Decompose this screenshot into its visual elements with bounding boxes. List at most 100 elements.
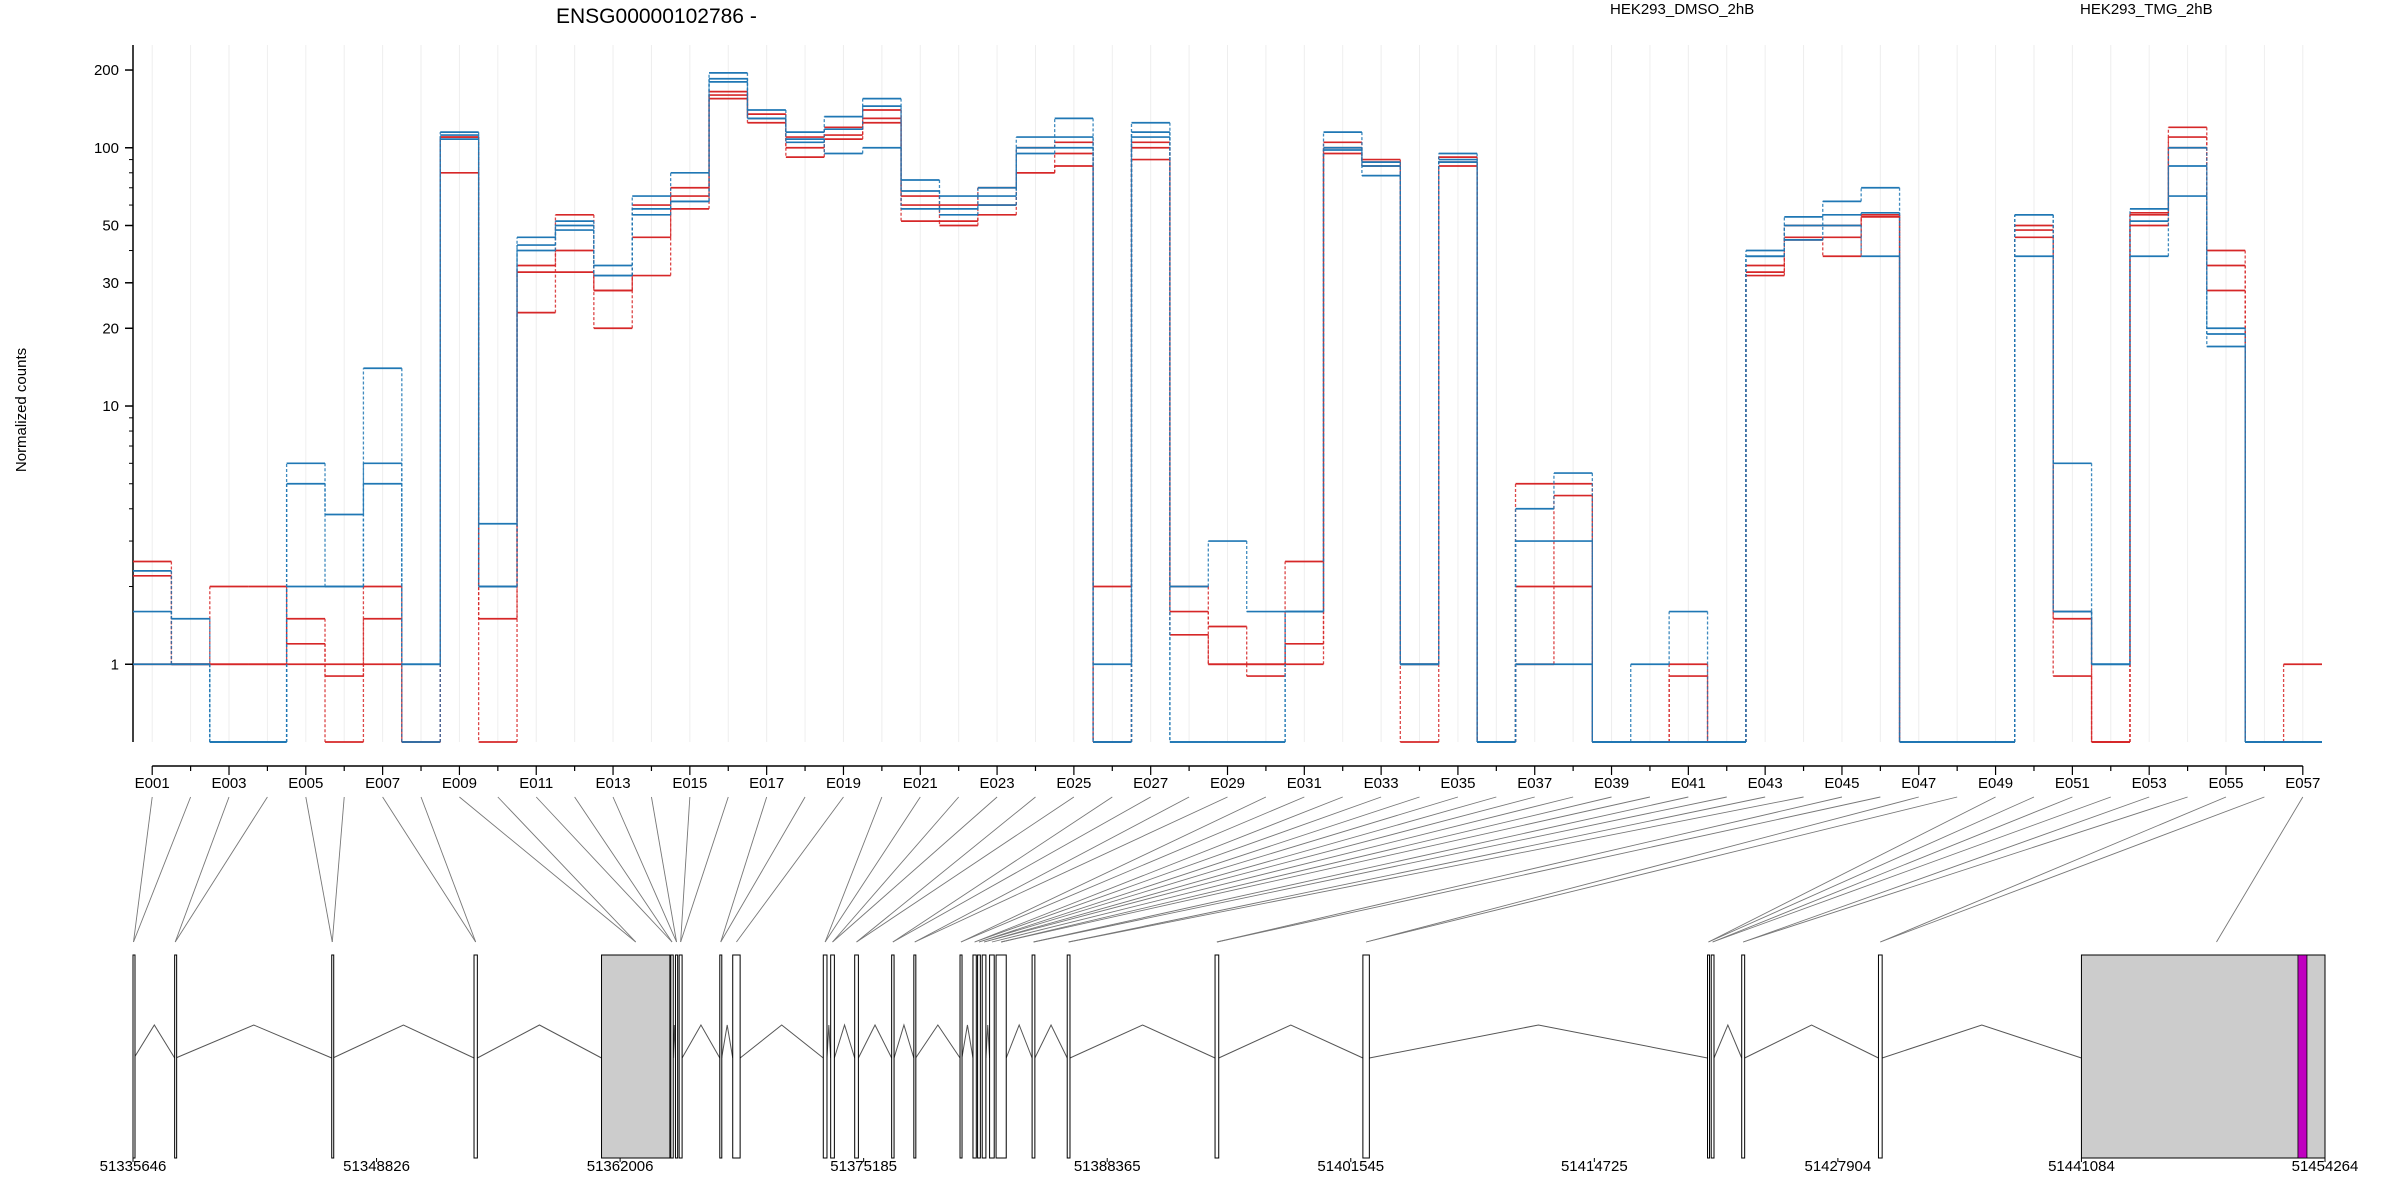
exon-connector bbox=[892, 796, 1151, 943]
exon-connector bbox=[1708, 796, 1996, 943]
exon-box bbox=[132, 954, 136, 1159]
exon-connector bbox=[535, 796, 673, 943]
exon-connector bbox=[1068, 796, 1804, 943]
exon-connector bbox=[574, 796, 673, 943]
exon-connector bbox=[824, 796, 883, 943]
x-tick-label: E043 bbox=[1748, 775, 1783, 792]
x-tick-label: E023 bbox=[980, 775, 1015, 792]
exon-box bbox=[977, 954, 981, 1159]
exon-connector bbox=[497, 796, 637, 943]
y-tick-label: 20 bbox=[102, 320, 119, 337]
exon-box bbox=[891, 954, 895, 1159]
exon-connector bbox=[983, 796, 1535, 943]
y-tick-label: 1 bbox=[111, 656, 119, 673]
exon-connector bbox=[991, 796, 1574, 943]
exon-connector bbox=[736, 796, 844, 943]
x-tick-label: E045 bbox=[1824, 775, 1859, 792]
intron-line bbox=[857, 1023, 893, 1059]
intron-line bbox=[721, 1024, 734, 1059]
x-tick-label: E037 bbox=[1517, 775, 1552, 792]
exon-connectors bbox=[133, 796, 2304, 943]
intron-line bbox=[893, 1023, 915, 1059]
x-tick-label: E053 bbox=[2132, 775, 2167, 792]
x-tick-label: E001 bbox=[135, 775, 170, 792]
exon-connector bbox=[133, 796, 153, 943]
exon-connector bbox=[1708, 796, 2035, 943]
x-tick-label: E051 bbox=[2055, 775, 2090, 792]
legend-entry-tmg: HEK293_TMG_2hB bbox=[2080, 1, 2213, 18]
intron-line bbox=[1744, 1024, 1879, 1059]
exon-connector bbox=[1001, 796, 1651, 943]
genomic-tick-label: 51414725 bbox=[1561, 1158, 1628, 1175]
exon-connector bbox=[174, 796, 268, 943]
exon-box bbox=[2080, 954, 2326, 1159]
y-tick-label: 10 bbox=[102, 398, 119, 415]
exon-connector bbox=[459, 796, 637, 943]
exon-connector bbox=[1712, 796, 2111, 943]
exon-connector bbox=[974, 796, 1343, 943]
exon-box bbox=[959, 954, 963, 1159]
exon-connector bbox=[974, 796, 1382, 943]
exon-box bbox=[830, 954, 835, 1159]
exon-connector bbox=[1216, 796, 1881, 943]
x-tick-label: E005 bbox=[288, 775, 323, 792]
exon-connector bbox=[133, 796, 192, 943]
genomic-tick-label: 51362006 bbox=[587, 1158, 654, 1175]
exon-connector bbox=[1880, 796, 2227, 943]
x-tick-label: E047 bbox=[1901, 775, 1936, 792]
intron-line bbox=[681, 1023, 721, 1059]
exon-connector bbox=[1033, 796, 1689, 943]
x-tick-label: E011 bbox=[519, 775, 553, 792]
exon-connector bbox=[174, 796, 230, 943]
exon-connector bbox=[832, 796, 998, 943]
y-tick-label: 50 bbox=[102, 218, 119, 235]
exon-box bbox=[331, 954, 335, 1159]
exon-connector bbox=[680, 796, 691, 943]
x-tick-label: E031 bbox=[1287, 775, 1322, 792]
exon-connector bbox=[1216, 796, 1843, 943]
intron-line bbox=[826, 1024, 832, 1059]
exon-connector bbox=[331, 796, 345, 943]
x-tick-label: E017 bbox=[749, 775, 784, 792]
exon-box bbox=[1741, 954, 1746, 1159]
x-tick-label: E057 bbox=[2285, 775, 2320, 792]
exon-box bbox=[972, 954, 977, 1159]
exon-box bbox=[989, 954, 995, 1159]
x-tick-label: E013 bbox=[596, 775, 631, 792]
x-tick-label: E041 bbox=[1671, 775, 1706, 792]
genomic-tick-label: 51388365 bbox=[1074, 1158, 1141, 1175]
exon-connector bbox=[856, 796, 1075, 943]
exon-connector bbox=[612, 796, 677, 943]
x-tick-label: E003 bbox=[211, 775, 246, 792]
exon-connector bbox=[382, 796, 477, 943]
intron-line bbox=[133, 1024, 176, 1059]
chart-title: ENSG00000102786 - bbox=[556, 5, 757, 28]
exon-connector bbox=[1001, 796, 1612, 943]
genomic-tick-label: 51335646 bbox=[100, 1158, 167, 1175]
genomic-tick-label: 51375185 bbox=[830, 1158, 897, 1175]
y-tick-label: 30 bbox=[102, 275, 119, 292]
exon-connector bbox=[914, 796, 1228, 943]
exon-connector bbox=[1033, 796, 1727, 943]
intron-line bbox=[1369, 1024, 1708, 1059]
intron-line bbox=[833, 1023, 856, 1059]
genomic-tick-label: 51348826 bbox=[343, 1158, 410, 1175]
exon-connector bbox=[983, 796, 1497, 943]
exon-connector bbox=[2216, 796, 2304, 943]
x-tick-label: E035 bbox=[1440, 775, 1475, 792]
y-tick-label: 100 bbox=[94, 140, 119, 157]
intron-line bbox=[1069, 1024, 1216, 1059]
exon-box bbox=[854, 954, 859, 1159]
exon-box bbox=[174, 954, 178, 1159]
genomic-tick-label: 51427904 bbox=[1805, 1158, 1872, 1175]
exon-connector bbox=[978, 796, 1420, 943]
exon-connector bbox=[1743, 796, 2188, 943]
intron-line bbox=[1005, 1023, 1033, 1059]
exon-connector bbox=[305, 796, 333, 943]
exon-connector bbox=[978, 796, 1459, 943]
x-tick-label: E027 bbox=[1133, 775, 1168, 792]
exon-connector bbox=[960, 796, 1305, 943]
exon-box bbox=[473, 954, 478, 1159]
genomic-tick-label: 51401545 bbox=[1317, 1158, 1384, 1175]
